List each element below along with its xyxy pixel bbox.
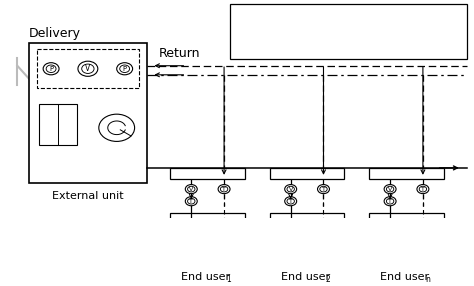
Text: V: V bbox=[243, 26, 248, 35]
Circle shape bbox=[311, 221, 329, 235]
Text: 1: 1 bbox=[227, 275, 231, 284]
Text: T: T bbox=[321, 186, 326, 192]
Circle shape bbox=[99, 114, 135, 141]
Bar bbox=[176, 240, 239, 261]
Text: V: V bbox=[189, 186, 193, 192]
Text: n: n bbox=[425, 275, 430, 284]
Circle shape bbox=[285, 184, 297, 194]
Text: 2: 2 bbox=[326, 275, 331, 284]
Text: Delivery: Delivery bbox=[29, 27, 81, 40]
Bar bbox=[270, 168, 345, 178]
Bar bbox=[29, 43, 146, 183]
Circle shape bbox=[384, 197, 396, 206]
Text: T: T bbox=[388, 199, 392, 204]
Text: T: T bbox=[289, 199, 292, 204]
Circle shape bbox=[238, 39, 254, 51]
Circle shape bbox=[384, 184, 396, 194]
Circle shape bbox=[318, 184, 329, 194]
Text: Pressure sensor: Pressure sensor bbox=[258, 10, 341, 20]
Text: T: T bbox=[421, 186, 425, 192]
Text: T: T bbox=[244, 41, 248, 50]
Bar bbox=[375, 240, 438, 261]
Text: Return: Return bbox=[158, 47, 200, 60]
Circle shape bbox=[285, 197, 297, 206]
Circle shape bbox=[78, 61, 98, 76]
Bar bbox=[39, 104, 77, 145]
Circle shape bbox=[185, 184, 197, 194]
Bar bbox=[170, 213, 245, 265]
Circle shape bbox=[238, 9, 254, 21]
Text: End user: End user bbox=[380, 272, 429, 282]
Circle shape bbox=[218, 184, 230, 194]
Bar bbox=[230, 4, 466, 59]
Circle shape bbox=[185, 197, 197, 206]
Circle shape bbox=[212, 221, 230, 235]
Text: V: V bbox=[85, 64, 91, 73]
Bar bbox=[276, 240, 338, 261]
Text: Flow sensor: Flow sensor bbox=[258, 25, 319, 35]
Bar bbox=[369, 168, 444, 178]
Text: V: V bbox=[289, 186, 293, 192]
Text: T: T bbox=[189, 199, 193, 204]
Bar bbox=[270, 213, 345, 265]
Text: P: P bbox=[244, 11, 248, 19]
Text: End user: End user bbox=[281, 272, 329, 282]
Text: P: P bbox=[123, 66, 127, 72]
Bar bbox=[170, 168, 245, 178]
Text: External unit: External unit bbox=[52, 190, 124, 200]
Bar bbox=[37, 49, 138, 88]
Text: Temperature sensor: Temperature sensor bbox=[258, 40, 362, 50]
Text: End user: End user bbox=[181, 272, 230, 282]
Text: T: T bbox=[222, 186, 226, 192]
Text: P: P bbox=[49, 66, 53, 72]
Circle shape bbox=[238, 24, 254, 36]
Circle shape bbox=[43, 63, 59, 75]
Bar bbox=[369, 213, 444, 265]
Circle shape bbox=[117, 63, 133, 75]
Circle shape bbox=[417, 184, 429, 194]
Circle shape bbox=[411, 221, 429, 235]
Text: V: V bbox=[388, 186, 392, 192]
